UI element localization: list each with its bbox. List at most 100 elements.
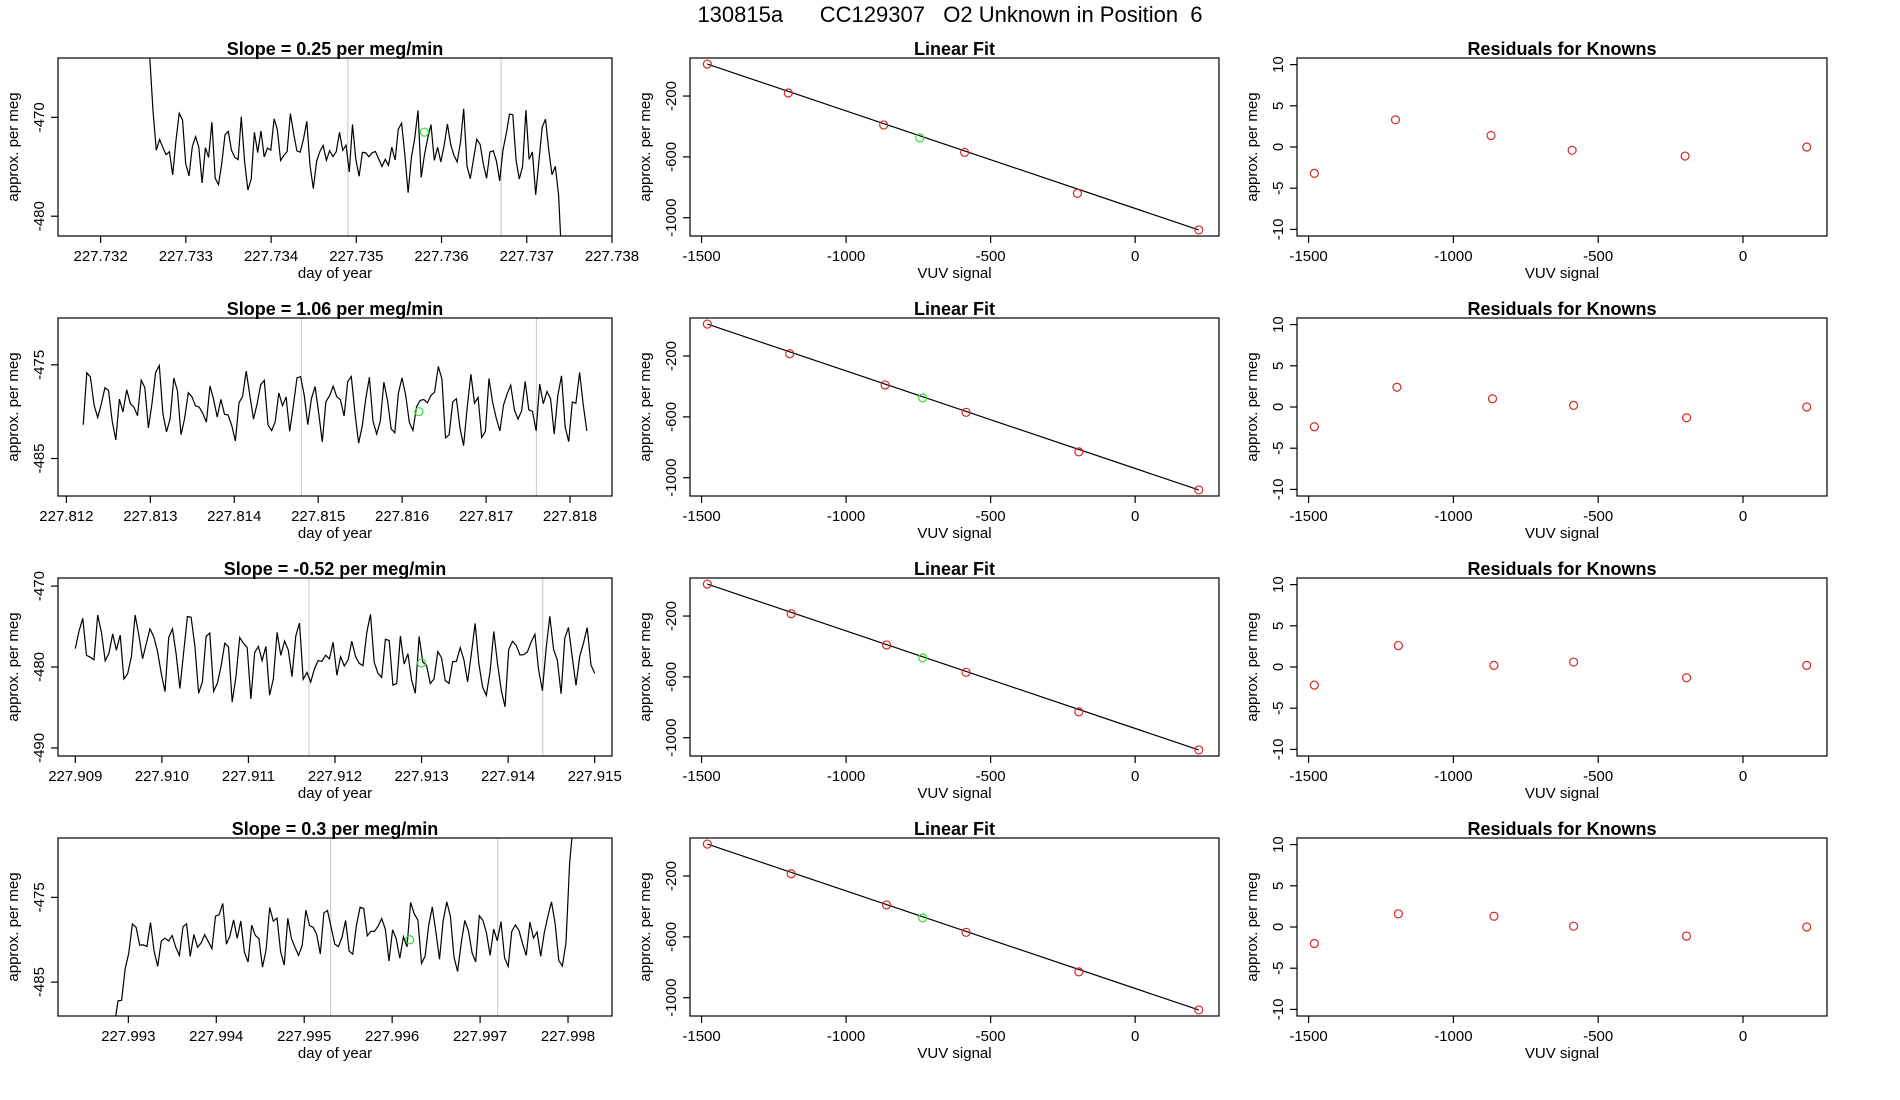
fit-line	[707, 843, 1199, 1011]
known-point	[1681, 673, 1692, 683]
x-tick-label: 227.736	[414, 248, 468, 265]
panel-timeseries-1: Slope = 0.25 per meg/min 227.732 227.733 22…	[5, 39, 639, 282]
x-tick-label: -500	[1583, 248, 1613, 265]
x-tick-label: 227.915	[568, 768, 622, 785]
x-tick-label: -500	[976, 768, 1006, 785]
x-axis-label: VUV signal	[1525, 525, 1599, 542]
y-axis-label: approx. per meg	[1244, 92, 1261, 201]
plot-frame	[1296, 837, 1828, 1017]
y-tick-label: -470	[31, 102, 48, 132]
panel-title: Residuals for Knowns	[1467, 299, 1656, 319]
known-point	[785, 349, 795, 359]
panel-residuals-1: Residuals for Knowns -1500 -1000 -500 0 10 5 0 -…	[1244, 39, 1828, 282]
panel-linear_fit-3: Linear Fit-1500 -1000 -500 0-200-600-1000VU…	[637, 559, 1220, 802]
x-tick-label: 227.997	[453, 1028, 507, 1045]
y-tick-label: -1000	[663, 979, 680, 1017]
x-axis-label: VUV signal	[917, 1045, 991, 1062]
known-point	[1486, 130, 1496, 141]
x-tick-label: -1500	[1289, 248, 1327, 265]
plot-frame	[689, 57, 1220, 237]
panel-residuals-4: Residuals for Knowns -1500 -1000 -500 0 10 5 0 -…	[1244, 819, 1828, 1062]
x-tick-label: 227.996	[365, 1028, 419, 1045]
y-tick-label: -200	[663, 861, 680, 891]
x-tick-label: 0	[1131, 1028, 1139, 1045]
y-tick-label: -470	[31, 571, 48, 601]
known-point	[702, 59, 712, 69]
panel-residuals-3: Residuals for Knowns -1500 -1000 -500 0 10 5 0 -…	[1244, 559, 1828, 802]
y-tick-label: 5	[1270, 362, 1287, 370]
known-point	[1309, 422, 1319, 432]
x-tick-label: 227.816	[375, 508, 429, 525]
known-point	[702, 579, 712, 589]
x-tick-label: -500	[976, 248, 1006, 265]
y-tick-label: 0	[1270, 923, 1287, 931]
x-axis-label: VUV signal	[917, 265, 991, 282]
y-axis-label: approx. per meg	[1244, 612, 1261, 721]
unknown-point	[918, 913, 928, 923]
known-point	[1194, 1005, 1204, 1015]
x-tick-label: 227.813	[123, 508, 177, 525]
y-axis-label: approx. per meg	[5, 872, 22, 981]
series-line	[149, 58, 562, 236]
panel-title: Linear Fit	[914, 39, 995, 59]
known-point	[786, 869, 796, 879]
y-tick-label: -5	[1270, 182, 1287, 195]
x-tick-label: -1500	[1289, 1028, 1327, 1045]
y-tick-label: -200	[663, 601, 680, 631]
x-tick-label: -1000	[827, 248, 865, 265]
x-axis-label: VUV signal	[917, 525, 991, 542]
x-tick-label: 0	[1739, 768, 1747, 785]
y-tick-label: 0	[1270, 403, 1287, 411]
y-tick-label: -10	[1270, 479, 1287, 501]
x-tick-label: 227.812	[39, 508, 93, 525]
unknown-point	[419, 127, 430, 137]
x-tick-label: -500	[976, 508, 1006, 525]
panel-linear_fit-1: Linear Fit-1500 -1000 -500 0-200-600-1000VU…	[637, 39, 1220, 282]
x-tick-label: 0	[1131, 248, 1139, 265]
y-tick-label: -10	[1270, 219, 1287, 241]
unknown-point	[405, 935, 415, 945]
y-tick-label: -475	[31, 350, 48, 380]
known-point	[1194, 745, 1204, 755]
known-point	[1393, 640, 1403, 651]
known-point	[881, 640, 892, 650]
x-axis-label: day of year	[298, 1045, 372, 1062]
known-point	[961, 927, 971, 937]
x-tick-label: 227.817	[459, 508, 513, 525]
y-tick-label: 0	[1270, 663, 1287, 671]
panel-title: Residuals for Knowns	[1467, 39, 1656, 59]
unknown-point	[416, 658, 427, 668]
x-tick-label: 0	[1131, 508, 1139, 525]
x-axis-label: day of year	[298, 785, 372, 802]
x-tick-label: 227.732	[73, 248, 127, 265]
x-tick-label: 0	[1739, 1028, 1747, 1045]
fit-line	[707, 323, 1199, 491]
x-axis-label: VUV signal	[1525, 265, 1599, 282]
unknown-point	[918, 653, 928, 663]
plot-frame	[57, 837, 613, 1017]
x-tick-label: -1500	[682, 248, 720, 265]
fit-line	[707, 63, 1199, 231]
known-point	[1392, 382, 1402, 392]
x-tick-label: 227.998	[541, 1028, 595, 1045]
known-point	[1680, 151, 1690, 161]
known-point	[879, 120, 889, 130]
y-axis-label: approx. per meg	[637, 872, 654, 981]
panel-timeseries-3: Slope = -0.52 per meg/min 227.909 227.910 2…	[5, 559, 622, 802]
x-axis-label: VUV signal	[1525, 1045, 1599, 1062]
y-tick-label: -475	[31, 882, 48, 912]
x-tick-label: -1000	[1434, 768, 1472, 785]
x-tick-label: 227.737	[500, 248, 554, 265]
y-axis-label: approx. per meg	[5, 352, 22, 461]
plot-frame	[689, 837, 1220, 1017]
x-tick-label: -1500	[682, 1028, 720, 1045]
y-tick-label: 10	[1270, 56, 1287, 73]
known-point	[786, 609, 796, 619]
y-axis-label: approx. per meg	[637, 612, 654, 721]
known-point	[881, 900, 892, 910]
x-tick-label: 227.818	[543, 508, 597, 525]
x-axis-label: day of year	[298, 265, 372, 282]
known-point	[702, 319, 712, 329]
x-tick-label: -1500	[682, 768, 720, 785]
known-point	[961, 667, 971, 677]
